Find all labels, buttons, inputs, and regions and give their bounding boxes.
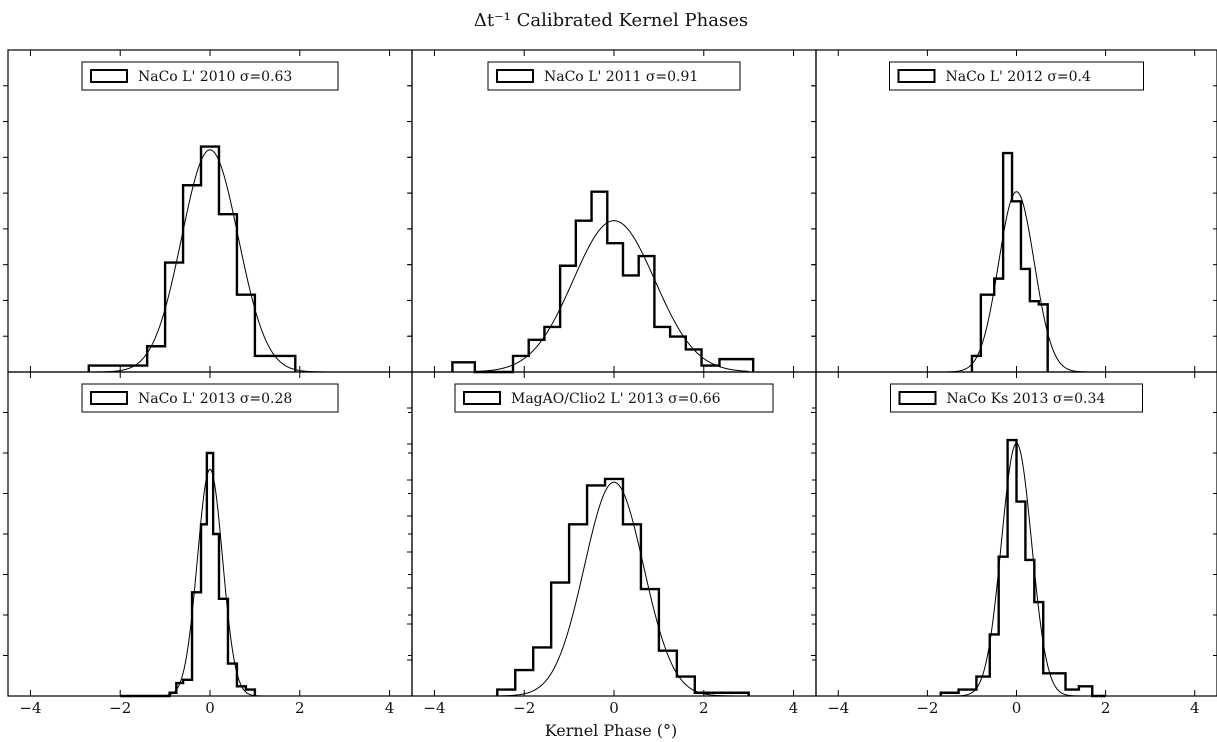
- legend-swatch: [898, 391, 937, 405]
- gaussian-fit-curve: [75, 149, 345, 373]
- x-tick-label: 4: [385, 699, 395, 717]
- x-tick-label: 2: [295, 699, 305, 717]
- legend-box: [81, 61, 339, 91]
- panel-frame: [7, 371, 413, 697]
- histogram-steps: [120, 451, 257, 698]
- legend-label: NaCo L' 2012 σ=0.4: [946, 69, 1092, 85]
- histogram-steps: [970, 151, 1049, 373]
- panels-group: NaCo L' 2010 σ=0.63 NaCo L' 2011 σ=0.91 Na…: [3, 49, 1217, 717]
- legend-swatch: [90, 69, 128, 83]
- figure-title: Δt⁻¹ Calibrated Kernel Phases: [474, 10, 748, 31]
- legend: NaCo L' 2013 σ=0.28: [81, 383, 339, 413]
- x-tick-label: 4: [1190, 699, 1200, 717]
- panel-6: −4 −2 0 2 4 NaCo Ks 2013 σ=0.34: [811, 371, 1217, 717]
- panel-4: −4 −2 0 2 4 NaCo L' 2013 σ=0.28: [3, 371, 413, 717]
- legend-box: [454, 383, 774, 413]
- legend: NaCo L' 2010 σ=0.63: [81, 61, 339, 91]
- legend-label: NaCo L' 2010 σ=0.63: [138, 69, 292, 85]
- legend-swatch: [463, 391, 501, 405]
- panel-5: −4 −2 0 2 4 MagAO/Clio2 L' 2013 σ=0.66: [407, 371, 817, 717]
- x-tick-label: 2: [699, 699, 709, 717]
- x-tick-label: 0: [1012, 699, 1022, 717]
- gaussian-fit-curve: [479, 220, 749, 372]
- gaussian-fit-curve: [479, 481, 749, 697]
- legend-box: [487, 61, 741, 91]
- x-tick-label: 0: [205, 699, 215, 717]
- legend-label: NaCo L' 2011 σ=0.91: [544, 69, 698, 85]
- histogram-steps: [451, 190, 755, 374]
- x-tick-label: −4: [19, 699, 41, 717]
- panel-frame: [815, 371, 1217, 697]
- legend-box: [81, 383, 339, 413]
- legend-box: [889, 61, 1144, 91]
- x-tick-label: −2: [513, 699, 535, 717]
- histogram-steps: [87, 145, 297, 373]
- legend: NaCo Ks 2013 σ=0.34: [890, 383, 1143, 413]
- legend-swatch: [496, 69, 534, 83]
- x-tick-label: −4: [423, 699, 445, 717]
- panel-frame: [411, 371, 817, 697]
- x-tick-label: 2: [1101, 699, 1111, 717]
- legend: NaCo L' 2011 σ=0.91: [487, 61, 741, 91]
- legend: NaCo L' 2012 σ=0.4: [889, 61, 1144, 91]
- gaussian-fit-curve: [882, 191, 1151, 373]
- gaussian-fit-curve: [75, 468, 345, 697]
- legend-label: NaCo L' 2013 σ=0.28: [138, 391, 292, 407]
- panel-frame: [815, 49, 1217, 373]
- x-tick-label: −4: [827, 699, 849, 717]
- legend-swatch: [90, 391, 128, 405]
- panel-2: NaCo L' 2011 σ=0.91: [407, 49, 817, 374]
- x-tick-label: −2: [916, 699, 938, 717]
- histogram-steps: [496, 477, 750, 697]
- x-tick-label: 0: [609, 699, 619, 717]
- x-tick-label: −2: [109, 699, 131, 717]
- x-tick-label: 4: [789, 699, 799, 717]
- histogram-steps: [939, 438, 1106, 698]
- panel-frame: [7, 49, 413, 373]
- legend-swatch: [897, 69, 936, 83]
- panel-frame: [411, 49, 817, 373]
- panel-3: NaCo L' 2012 σ=0.4: [811, 49, 1217, 373]
- legend-label: NaCo Ks 2013 σ=0.34: [947, 391, 1106, 407]
- legend-box: [890, 383, 1143, 413]
- legend: MagAO/Clio2 L' 2013 σ=0.66: [454, 383, 774, 413]
- x-axis-label: Kernel Phase (°): [545, 721, 677, 740]
- panel-1: NaCo L' 2010 σ=0.63: [3, 49, 413, 373]
- legend-label: MagAO/Clio2 L' 2013 σ=0.66: [511, 391, 721, 407]
